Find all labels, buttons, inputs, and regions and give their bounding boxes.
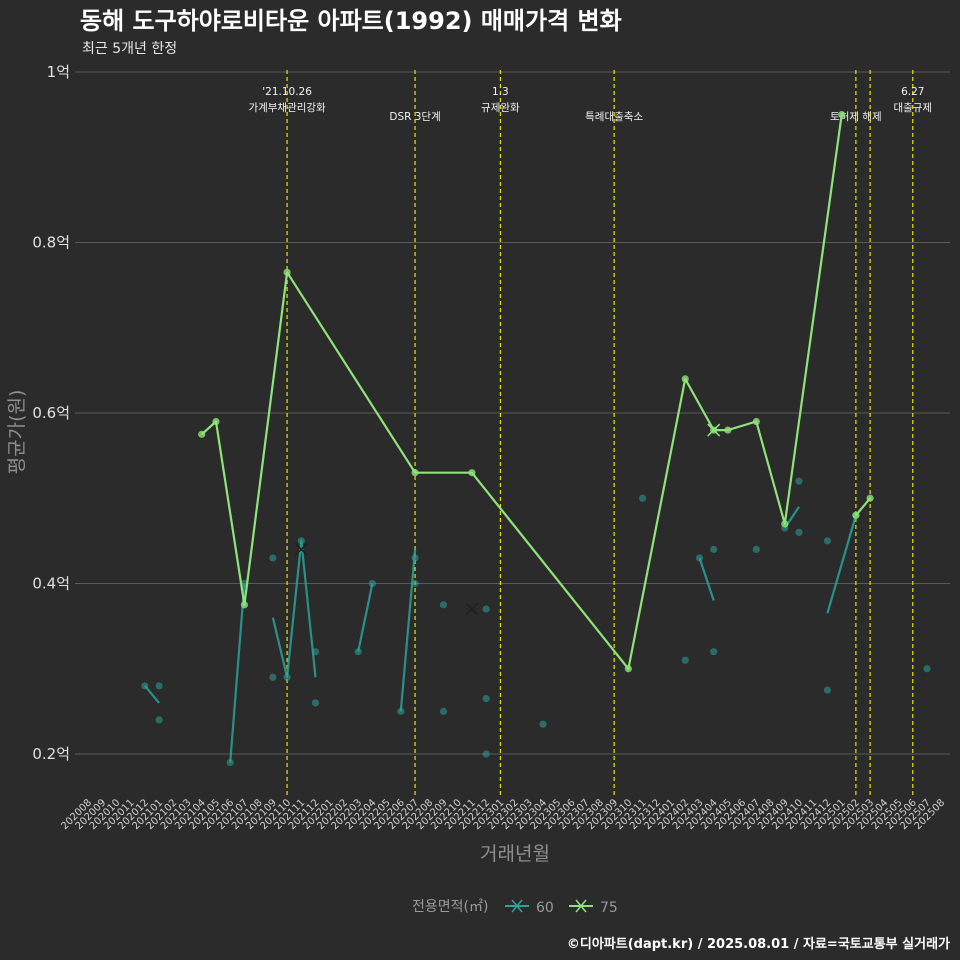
legend-title: 전용면적(㎡) — [412, 899, 488, 915]
data-point — [482, 605, 490, 613]
data-point — [710, 648, 718, 656]
caption: ©디아파트(dapt.kr) / 2025.08.01 / 자료=국토교통부 실… — [567, 936, 950, 952]
series — [141, 111, 931, 767]
data-point — [823, 686, 832, 694]
event-label: 토허제 해제 — [830, 110, 882, 123]
legend-item-75: 75 — [569, 899, 618, 916]
data-point — [795, 477, 803, 485]
data-point — [155, 682, 163, 690]
series-line — [144, 685, 160, 704]
data-point — [155, 716, 163, 724]
data-point — [923, 665, 931, 673]
chart-subtitle: 최근 5개년 한정 — [82, 41, 177, 57]
event-label: 대출규제 — [893, 102, 932, 114]
data-point — [482, 750, 490, 758]
data-point — [439, 601, 448, 609]
series-75 — [198, 111, 874, 673]
series-line — [201, 114, 843, 670]
data-point — [795, 528, 803, 536]
event-label: DSR 3단계 — [389, 111, 440, 123]
data-point — [482, 694, 490, 703]
x-axis-title: 거래년월 — [480, 843, 550, 865]
x-marker — [294, 542, 308, 556]
data-point — [823, 537, 832, 545]
series-line — [399, 549, 417, 712]
y-tick-label: 0.2억 — [32, 745, 70, 763]
data-point — [752, 545, 760, 554]
legend-label: 75 — [600, 900, 618, 916]
data-point — [710, 545, 718, 554]
event-label: 6.27 — [901, 86, 924, 98]
event-label: '21.10.26 — [262, 86, 312, 98]
data-point — [311, 699, 320, 707]
series-line — [271, 539, 317, 679]
data-point — [638, 494, 647, 502]
event-label: 가계부채관리강화 — [248, 102, 326, 114]
data-point — [681, 656, 689, 664]
y-tick-label: 0.8억 — [32, 234, 70, 252]
y-axis-ticks: 0.2억 0.4억 0.6억 0.8억 1억 — [32, 63, 70, 763]
chart-title: 동해 도구하야로비타운 아파트(1992) 매매가격 변화 — [80, 7, 622, 35]
y-tick-label: 0.6억 — [32, 404, 70, 422]
legend-key-x — [511, 899, 523, 913]
data-point — [226, 758, 234, 767]
legend-item-60: 60 — [505, 899, 554, 916]
data-point — [354, 648, 362, 656]
x-marker — [707, 423, 721, 437]
event-label: 특례대출축소 — [585, 111, 643, 123]
data-point — [439, 707, 448, 715]
event-label: 규제완화 — [481, 101, 520, 114]
y-axis-title: 평균가(원) — [6, 390, 28, 475]
series-line — [855, 497, 871, 517]
legend-label: 60 — [536, 900, 554, 916]
x-axis-ticks: 2020082020092020102020112020122021012021… — [59, 797, 947, 832]
data-point — [269, 554, 277, 562]
series-line — [826, 514, 857, 614]
event-label: 1.3 — [492, 86, 509, 98]
legend-key-x — [575, 899, 587, 913]
data-point — [269, 673, 277, 681]
y-tick-label: 1억 — [47, 63, 70, 81]
series-line — [229, 583, 246, 763]
legend: 전용면적(㎡) 60 75 — [412, 899, 618, 916]
grid — [75, 71, 950, 755]
x-marker — [465, 602, 479, 616]
data-point — [539, 720, 547, 728]
series-60 — [141, 477, 931, 767]
y-tick-label: 0.4억 — [32, 575, 70, 593]
series-line — [698, 557, 715, 601]
series-line — [357, 583, 374, 652]
